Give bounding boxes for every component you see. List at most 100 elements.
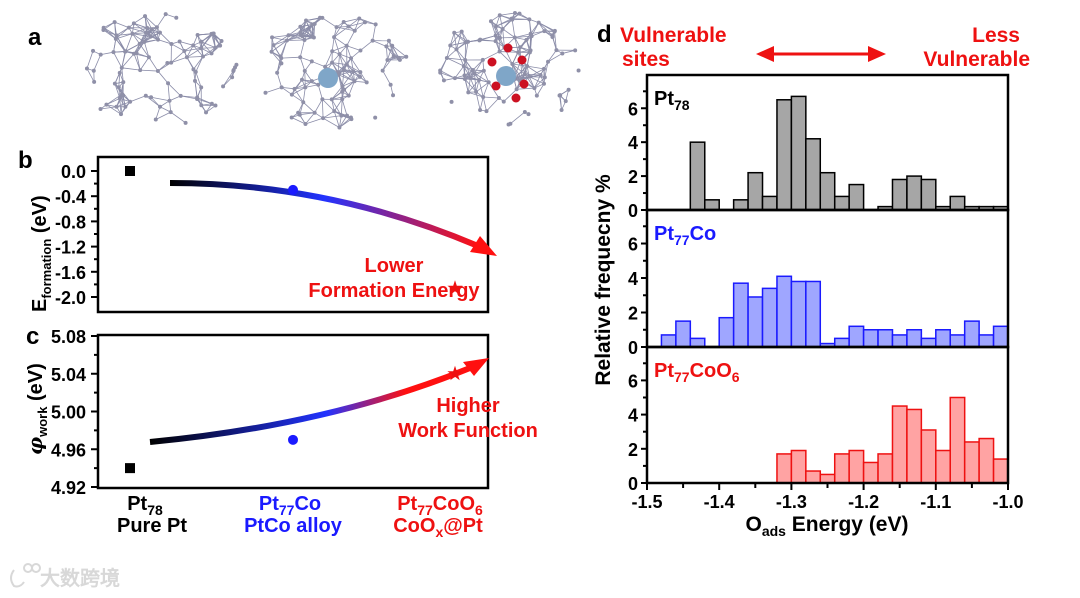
pt-atom (391, 54, 396, 59)
data-point-pt77co (288, 434, 298, 445)
bond (346, 64, 361, 73)
bond (150, 96, 161, 108)
pt-atom (527, 50, 532, 55)
pt-atom (155, 69, 160, 74)
pt-atom (352, 28, 357, 33)
pt-atom (344, 62, 349, 67)
y-tick-label: 4 (628, 133, 638, 153)
bond (321, 99, 324, 119)
data-point-pt78 (125, 166, 135, 176)
histogram-bar (848, 183, 865, 211)
pt-atom (309, 59, 314, 64)
pt-atom (153, 117, 158, 122)
pt-atom (163, 12, 168, 17)
bond (276, 72, 283, 88)
bond (547, 53, 563, 63)
pt-atom (231, 69, 236, 74)
title-left-1: Vulnerable (620, 24, 727, 47)
bond (132, 32, 147, 35)
pt-atom (506, 122, 511, 127)
bond (454, 65, 465, 79)
pt-atom (538, 72, 543, 77)
pt-atom (527, 17, 532, 22)
bond (331, 99, 335, 112)
pt-atom (114, 33, 119, 38)
histogram-bar (862, 329, 879, 348)
bond (125, 33, 133, 52)
histogram-bar (906, 408, 923, 484)
bond (106, 98, 120, 106)
pt-atom (111, 50, 116, 55)
pt-atom (116, 85, 121, 90)
bond (482, 96, 487, 112)
pt-atom (522, 109, 527, 114)
bond (511, 19, 516, 38)
bond (305, 117, 324, 125)
y-tick-label: 5.08 (51, 327, 86, 347)
bond (150, 96, 170, 102)
bond (531, 30, 545, 37)
pt-atom (441, 78, 446, 83)
points-c (125, 365, 463, 474)
pt-atom (230, 75, 235, 80)
pt-atom (263, 90, 268, 95)
histogram-bar (949, 334, 966, 348)
bond (354, 21, 366, 32)
bond (291, 94, 304, 103)
bond (467, 79, 480, 93)
bond (201, 47, 216, 49)
cluster-pt77co (263, 15, 409, 130)
bond (288, 34, 301, 36)
bond (304, 70, 313, 82)
pt-atom (312, 110, 317, 115)
bond (521, 74, 541, 80)
pt-atom (289, 115, 294, 120)
pt-atom (195, 95, 200, 100)
y-tick-label: 0.0 (61, 162, 86, 182)
histogram-bar (935, 329, 951, 348)
bond (322, 117, 340, 128)
bond (502, 28, 505, 48)
pt-atom (528, 31, 533, 36)
bond (524, 73, 535, 89)
pt-atom (532, 86, 537, 91)
bond (342, 71, 354, 87)
category-desc-pt77co: PtCo alloy (244, 515, 343, 537)
pt-atom (514, 87, 519, 92)
pt-atom (330, 60, 335, 65)
pt-atom (362, 20, 367, 25)
bond (167, 83, 181, 97)
x-tick-label: -1.0 (992, 492, 1023, 512)
histogram-bar (833, 195, 850, 211)
pt-atom (337, 125, 342, 130)
bond (300, 20, 307, 33)
bond (337, 54, 340, 73)
pt-atom (466, 90, 471, 95)
bond (470, 70, 485, 79)
bond (299, 57, 306, 72)
panel-label-b: b (18, 147, 33, 174)
bond (446, 57, 464, 67)
pt-atom (351, 69, 356, 74)
bond (314, 99, 323, 113)
pt-atom (518, 45, 523, 50)
pt-atom (452, 30, 457, 35)
pt-atom (462, 77, 467, 82)
bond (332, 45, 347, 52)
y-axis-label-c: φwork (eV) (23, 363, 50, 455)
pt-atom (452, 76, 457, 81)
histogram-bar (877, 329, 894, 348)
bond (331, 85, 343, 100)
pt-atom (92, 79, 97, 84)
histogram-bar (906, 329, 923, 348)
bond (502, 28, 516, 38)
pt-atom (199, 39, 204, 44)
pt-atom (512, 35, 517, 40)
bond (195, 71, 202, 88)
category-label-pt77coo6: Pt77CoO6 (397, 493, 483, 518)
histogram-bar (675, 320, 692, 348)
pt-atom (380, 68, 385, 73)
pt-atom (524, 37, 529, 42)
pt-atom (130, 31, 135, 36)
bond (184, 47, 202, 52)
